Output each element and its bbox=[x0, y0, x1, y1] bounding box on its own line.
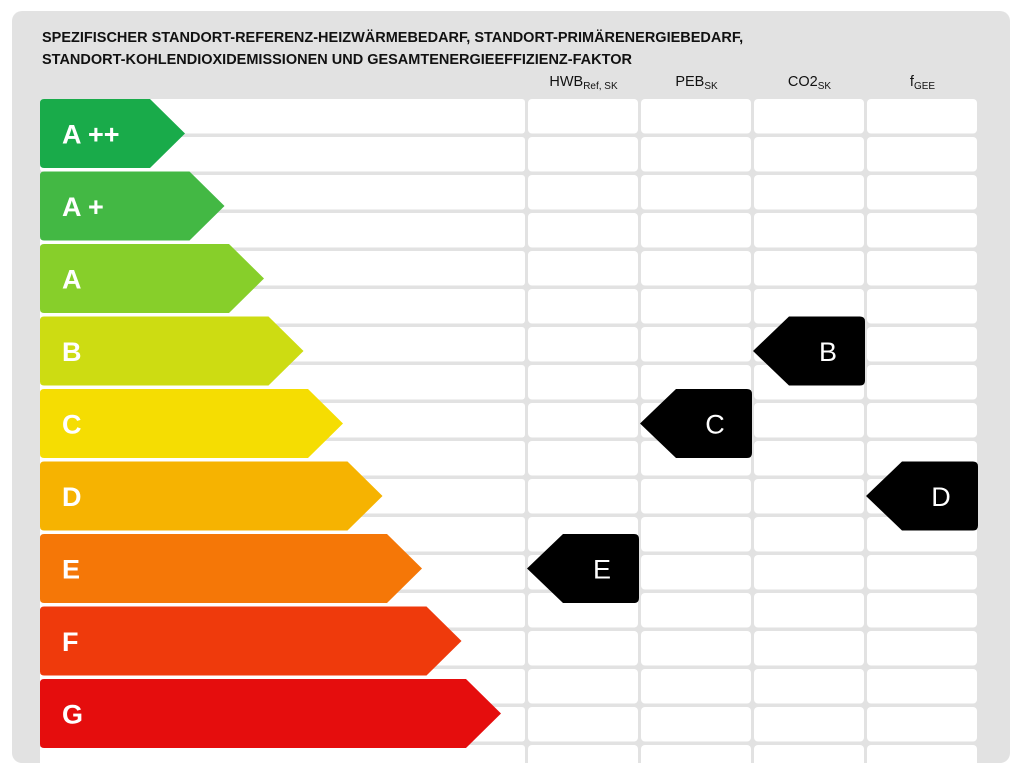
table-cell bbox=[754, 669, 864, 704]
column-header-peb: PEBSK bbox=[675, 74, 718, 92]
table-cell bbox=[641, 137, 751, 172]
table-cell bbox=[754, 403, 864, 438]
table-cell bbox=[641, 707, 751, 742]
table-cell bbox=[528, 99, 638, 134]
table-cell bbox=[754, 555, 864, 590]
class-label: A + bbox=[62, 192, 104, 222]
rating-marker-label: C bbox=[705, 410, 725, 440]
table-cell bbox=[754, 517, 864, 552]
rating-marker bbox=[640, 389, 752, 458]
table-cell bbox=[528, 403, 638, 438]
table-cell bbox=[867, 213, 977, 248]
column-header-co2: CO2SK bbox=[787, 74, 832, 92]
table-cell bbox=[528, 327, 638, 362]
class-label: A ++ bbox=[62, 120, 120, 150]
class-arrow-b bbox=[40, 316, 304, 386]
class-arrow-aplusplus bbox=[40, 99, 185, 168]
table-cell bbox=[754, 175, 864, 210]
table-cell bbox=[867, 707, 977, 742]
table-cell bbox=[754, 137, 864, 172]
rating-marker-label: E bbox=[593, 555, 611, 585]
table-cell bbox=[641, 669, 751, 704]
chart-title-line-1: SPEZIFISCHER STANDORT-REFERENZ-HEIZWÄRME… bbox=[42, 30, 744, 46]
table-cell bbox=[641, 213, 751, 248]
table-cell bbox=[754, 289, 864, 324]
class-label: A bbox=[62, 265, 82, 295]
class-arrow-aplus bbox=[40, 171, 225, 241]
table-cell bbox=[867, 175, 977, 210]
rating-marker-label: B bbox=[819, 337, 837, 367]
column-header-hwb: HWBRef, SK bbox=[549, 74, 618, 92]
table-cell bbox=[867, 555, 977, 590]
table-cell bbox=[641, 745, 751, 777]
table-cell bbox=[867, 99, 977, 134]
table-cell bbox=[867, 403, 977, 438]
table-cell bbox=[867, 669, 977, 704]
table-cell bbox=[528, 365, 638, 400]
class-label: G bbox=[62, 700, 83, 730]
table-cell bbox=[641, 99, 751, 134]
table-cell bbox=[754, 213, 864, 248]
table-cell bbox=[641, 251, 751, 286]
table-cell bbox=[754, 745, 864, 777]
class-label: E bbox=[62, 555, 80, 585]
table-cell bbox=[641, 517, 751, 552]
class-label: D bbox=[62, 482, 82, 512]
table-cell bbox=[641, 289, 751, 324]
class-arrow-c bbox=[40, 389, 343, 458]
table-cell bbox=[754, 593, 864, 628]
table-cell bbox=[528, 213, 638, 248]
table-cell bbox=[867, 137, 977, 172]
class-arrow-g bbox=[40, 679, 501, 748]
table-cell bbox=[528, 669, 638, 704]
table-cell bbox=[867, 289, 977, 324]
class-label: C bbox=[62, 410, 82, 440]
class-arrow-f bbox=[40, 606, 462, 676]
column-header-fgee: fGEE bbox=[909, 74, 936, 92]
class-label: B bbox=[62, 337, 82, 367]
table-cell bbox=[641, 479, 751, 514]
rating-marker-label: D bbox=[931, 482, 951, 512]
class-arrow-e bbox=[40, 534, 422, 603]
table-cell bbox=[754, 707, 864, 742]
table-cell bbox=[754, 479, 864, 514]
table-cell bbox=[754, 441, 864, 476]
class-label: F bbox=[62, 627, 79, 657]
class-arrow-d bbox=[40, 461, 383, 531]
table-cell bbox=[867, 365, 977, 400]
table-cell bbox=[754, 99, 864, 134]
table-cell bbox=[867, 327, 977, 362]
rating-marker bbox=[753, 316, 865, 386]
table-cell bbox=[754, 631, 864, 666]
table-cell bbox=[641, 327, 751, 362]
table-cell bbox=[528, 631, 638, 666]
rating-marker bbox=[527, 534, 639, 603]
table-cell bbox=[641, 631, 751, 666]
table-cell bbox=[754, 251, 864, 286]
table-cell bbox=[528, 175, 638, 210]
table-cell bbox=[528, 745, 638, 777]
row-band bbox=[40, 745, 525, 777]
table-cell bbox=[641, 555, 751, 590]
table-cell bbox=[641, 593, 751, 628]
table-cell bbox=[528, 707, 638, 742]
rating-marker bbox=[866, 461, 978, 531]
table-cell bbox=[528, 251, 638, 286]
table-cell bbox=[867, 631, 977, 666]
table-cell bbox=[867, 745, 977, 777]
table-cell bbox=[528, 137, 638, 172]
table-cell bbox=[867, 251, 977, 286]
chart-title-line-2: STANDORT-KOHLENDIOXIDEMISSIONEN UND GESA… bbox=[42, 52, 632, 68]
table-cell bbox=[528, 289, 638, 324]
table-cell bbox=[528, 441, 638, 476]
table-cell bbox=[528, 479, 638, 514]
table-cell bbox=[867, 593, 977, 628]
class-arrow-a bbox=[40, 244, 264, 313]
table-cell bbox=[641, 175, 751, 210]
